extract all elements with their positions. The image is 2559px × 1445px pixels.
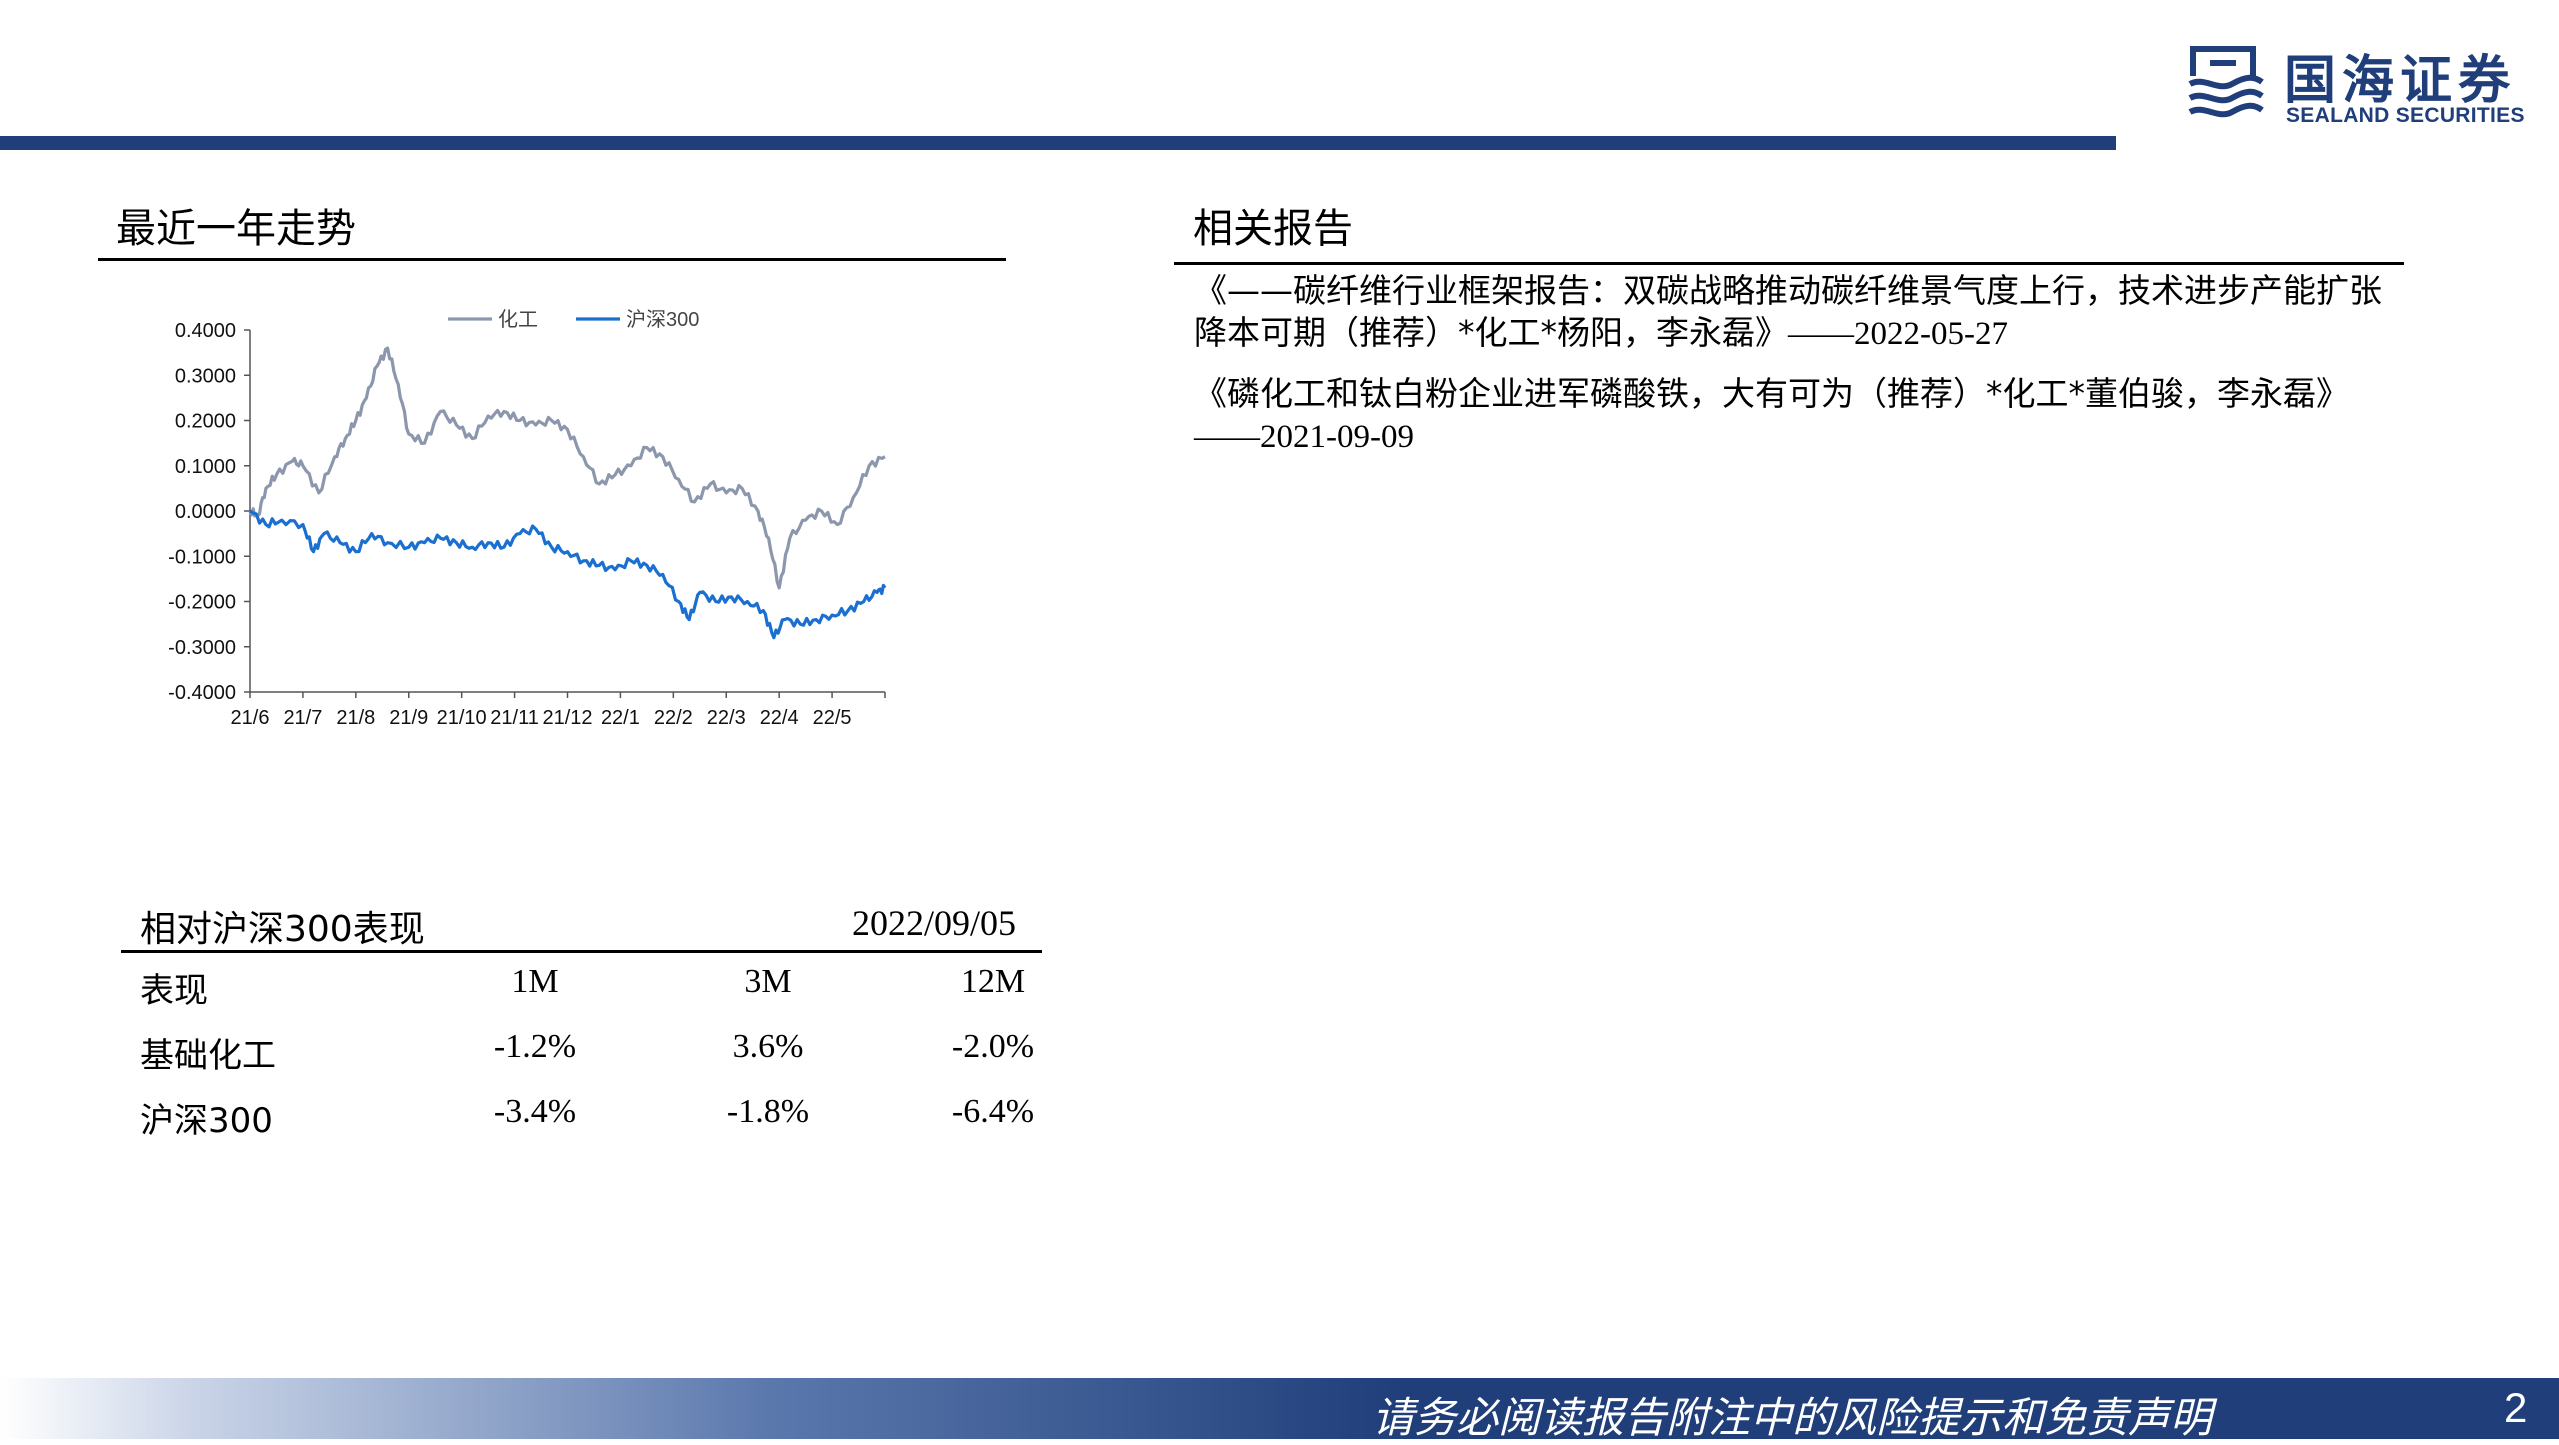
x-tick-label: 22/4 <box>760 707 799 729</box>
row-label: 基础化工 <box>140 1036 276 1076</box>
chart-section-title: 最近一年走势 <box>116 206 356 252</box>
row-label: 沪深300 <box>140 1101 273 1141</box>
x-tick-label: 21/7 <box>283 707 322 729</box>
performance-title: 相对沪深300表现 <box>140 909 425 950</box>
row-value-12m: -2.0% <box>951 1028 1035 1065</box>
related-reports-rule <box>1174 262 2404 265</box>
report-date: ——2022-05-27 <box>1788 316 2008 352</box>
y-tick-label: 0.2000 <box>175 411 236 433</box>
related-reports-list: 《——碳纤维行业框架报告：双碳战略推动碳纤维景气度上行，技术进步产能扩张降本可期… <box>1194 270 2394 476</box>
x-tick-label: 21/12 <box>542 707 592 729</box>
table-row: 沪深300 -3.4% -1.8% -6.4% <box>140 1093 1040 1158</box>
y-tick-label: -0.2000 <box>168 592 236 614</box>
logo-chinese-name: 国海证券 <box>2284 51 2517 111</box>
table-header-3m: 3M <box>744 963 792 1000</box>
x-tick-label: 22/2 <box>654 707 693 729</box>
series-line-chemical <box>248 346 886 590</box>
row-value-3m: 3.6% <box>732 1028 804 1065</box>
page-number: 2 <box>2504 1384 2528 1431</box>
x-tick-label: 22/5 <box>813 707 852 729</box>
y-tick-label: 0.1000 <box>175 456 236 478</box>
header-divider-bar <box>0 136 2116 150</box>
y-tick-label: 0.0000 <box>175 501 236 523</box>
row-value-12m: -6.4% <box>951 1093 1035 1130</box>
report-link[interactable]: 《——碳纤维行业框架报告：双碳战略推动碳纤维景气度上行，技术进步产能扩张降本可期… <box>1194 270 2394 355</box>
performance-rule <box>121 950 1042 953</box>
chart-title-rule <box>98 258 1006 261</box>
x-tick-label: 22/3 <box>707 707 746 729</box>
y-tick-label: -0.1000 <box>168 546 236 568</box>
table-header-1m: 1M <box>511 963 559 1000</box>
report-title: 《——碳纤维行业框架报告：双碳战略推动碳纤维景气度上行，技术进步产能扩张降本可期… <box>1194 271 2382 352</box>
legend-label: 化工 <box>498 308 538 331</box>
report-link[interactable]: 《磷化工和钛白粉企业进军磷酸铁，大有可为（推荐）*化工*董伯骏，李永磊》 ——20… <box>1194 373 2394 458</box>
related-reports-title: 相关报告 <box>1193 206 1353 252</box>
x-tick-label: 21/6 <box>231 707 270 729</box>
y-tick-label: -0.3000 <box>168 637 236 659</box>
row-value-1m: -1.2% <box>493 1028 577 1065</box>
sealand-logo-icon <box>2188 46 2264 118</box>
footer-bar <box>0 1378 2559 1439</box>
y-tick-label: 0.4000 <box>175 320 236 342</box>
legend-label: 沪深300 <box>626 308 699 331</box>
company-logo: 国海证券 SEALAND SECURITIES <box>2184 38 2534 130</box>
x-tick-label: 21/11 <box>490 707 539 729</box>
row-value-1m: -3.4% <box>493 1093 577 1130</box>
table-header-label: 表现 <box>140 971 208 1011</box>
x-tick-label: 22/1 <box>601 707 640 729</box>
footer-disclaimer: 请务必阅读报告附注中的风险提示和免责声明 <box>1372 1393 2213 1442</box>
x-tick-label: 21/9 <box>389 707 428 729</box>
performance-table: 表现 1M 3M 12M 基础化工 -1.2% 3.6% -2.0% 沪深300… <box>140 963 1040 1158</box>
table-header-12m: 12M <box>960 963 1026 1000</box>
y-tick-label: 0.3000 <box>175 365 236 387</box>
report-title: 《磷化工和钛白粉企业进军磷酸铁，大有可为（推荐）*化工*董伯骏，李永磊》 <box>1194 374 2349 413</box>
table-row: 基础化工 -1.2% 3.6% -2.0% <box>140 1028 1040 1093</box>
series-line-csi300 <box>249 509 887 640</box>
x-tick-label: 21/8 <box>336 707 375 729</box>
performance-date: 2022/09/05 <box>852 903 1017 943</box>
trend-chart: 0.4000 0.3000 0.2000 0.1000 0.0000 -0.1000 -0.… <box>130 295 920 745</box>
y-tick-label: -0.4000 <box>168 682 236 704</box>
row-value-3m: -1.8% <box>726 1093 810 1130</box>
report-date: ——2021-09-09 <box>1194 419 1414 455</box>
x-tick-label: 21/10 <box>437 707 487 729</box>
table-header-row: 表现 1M 3M 12M <box>140 963 1040 1028</box>
trend-chart-svg: 0.4000 0.3000 0.2000 0.1000 0.0000 -0.1000 -0.… <box>168 308 887 729</box>
logo-english-name: SEALAND SECURITIES <box>2286 104 2525 127</box>
